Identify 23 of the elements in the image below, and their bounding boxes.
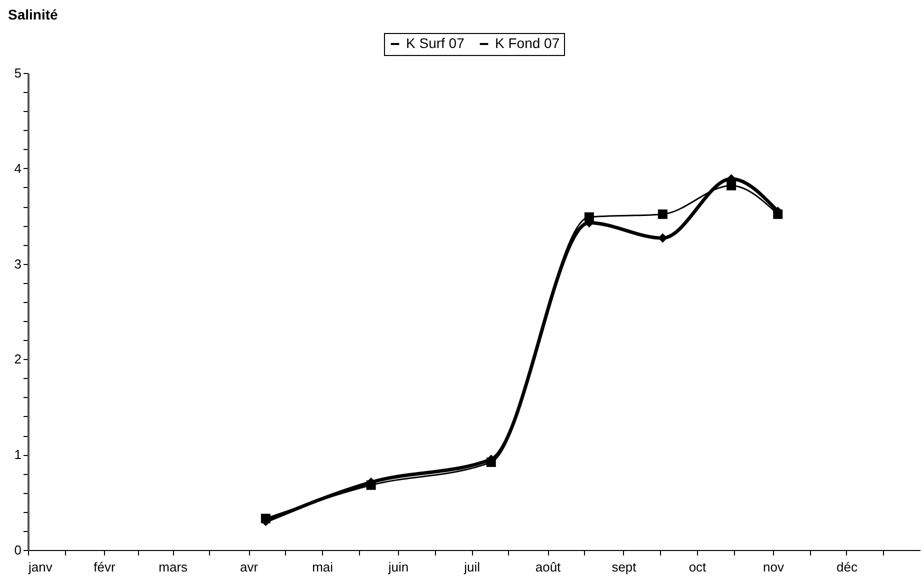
y-tick-label: 3 [14,256,22,272]
x-tick-label: juin [387,560,409,574]
x-tick-label: avr [240,560,259,574]
y-tick-label: 5 [14,66,22,80]
legend-label: K Surf 07 [406,35,465,51]
x-tick-label: févr [94,560,116,574]
x-tick-label: mars [158,560,188,574]
y-tick-label: 2 [14,352,22,367]
x-tick-label: oct [688,560,707,574]
x-tick-label: juil [463,560,480,574]
point [658,209,668,219]
x-tick-label: août [535,560,562,574]
y-tick-label: 1 [14,447,22,462]
chart-title: Salinité [8,6,58,22]
x-tick-label: mai [312,560,334,574]
x-tick-label: déc [836,560,858,574]
y-tick-label: 0 [14,542,22,558]
legend-label: K Fond 07 [495,35,560,51]
y-tick-label: 4 [14,160,22,176]
point [726,180,736,190]
x-tick-label: nov [762,560,784,574]
x-tick-label: janv [28,560,53,574]
x-tick-label: sept [612,560,637,574]
